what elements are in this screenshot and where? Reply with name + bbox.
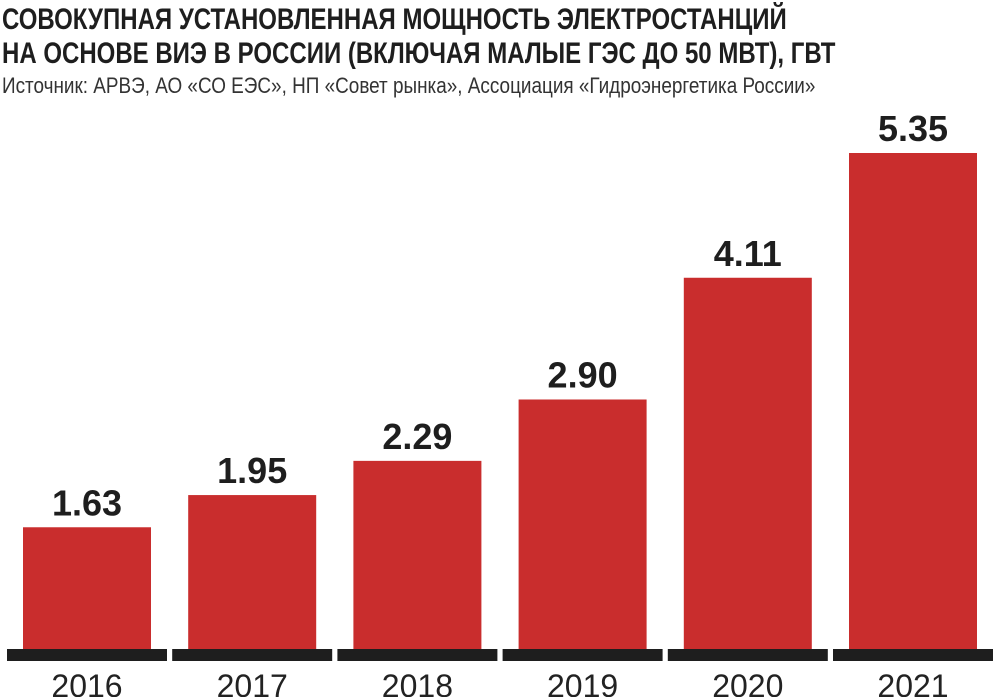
value-label-2021: 5.35 [878, 108, 948, 149]
bar-2016 [23, 527, 151, 649]
chart-title-line-1: СОВОКУПНАЯ УСТАНОВЛЕННАЯ МОЩНОСТЬ ЭЛЕКТР… [2, 3, 787, 36]
baseline-segment-2016 [7, 649, 167, 661]
x-tick-label-2018: 2018 [382, 668, 453, 697]
chart-source: Источник: АРВЭ, АО «СО ЕЭС», НП «Совет р… [2, 73, 816, 98]
value-label-2016: 1.63 [52, 482, 122, 523]
baseline-segment-2020 [667, 649, 828, 661]
x-tick-label-2016: 2016 [51, 668, 122, 697]
value-label-2020: 4.11 [714, 233, 782, 274]
baseline-segment-2018 [337, 649, 498, 661]
x-tick-label-2020: 2020 [712, 668, 783, 697]
bar-2021 [849, 153, 977, 649]
value-label-2019: 2.90 [548, 354, 618, 395]
bar-2017 [188, 495, 317, 649]
x-tick-label-2021: 2021 [877, 668, 948, 697]
value-label-2017: 1.95 [217, 450, 287, 491]
chart-title-line-2: НА ОСНОВЕ ВИЭ В РОССИИ (ВКЛЮЧАЯ МАЛЫЕ ГЭ… [2, 37, 836, 70]
x-tick-label-2019: 2019 [547, 668, 618, 697]
baseline-segment-2021 [833, 649, 993, 661]
bar-2019 [518, 399, 647, 649]
x-tick-label-2017: 2017 [217, 668, 288, 697]
baseline-segment-2017 [172, 649, 333, 661]
bar-2020 [683, 277, 812, 649]
baseline-segment-2019 [502, 649, 663, 661]
bar-2018 [353, 460, 482, 649]
value-label-2018: 2.29 [382, 416, 452, 457]
